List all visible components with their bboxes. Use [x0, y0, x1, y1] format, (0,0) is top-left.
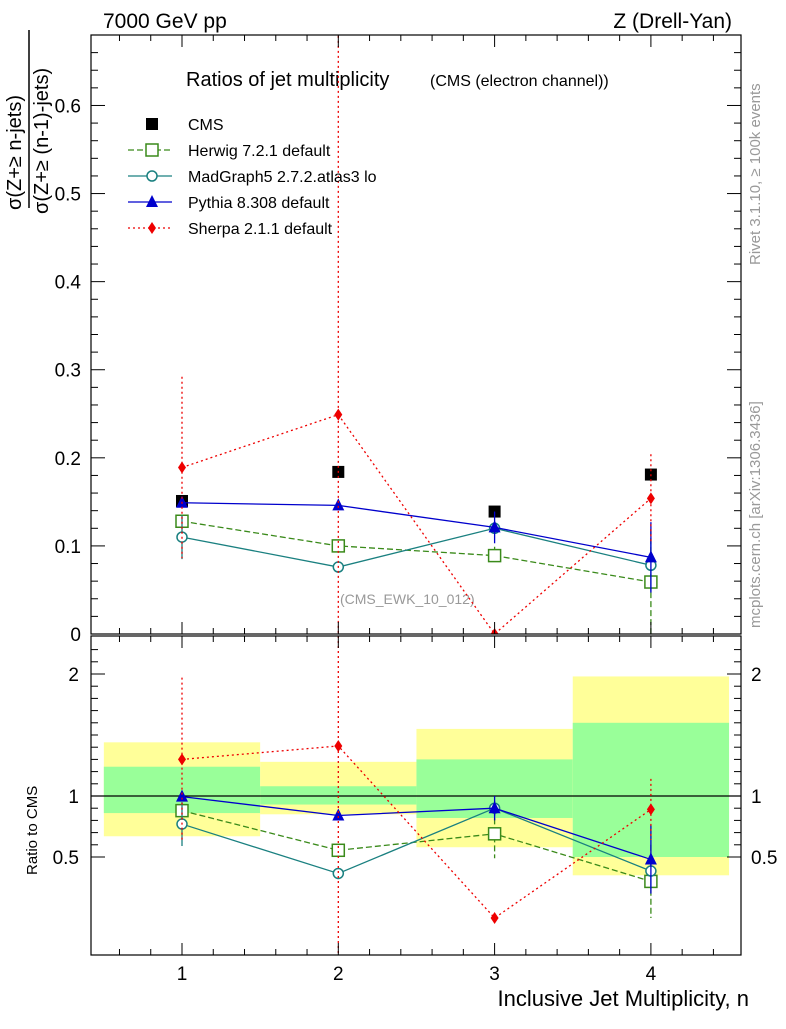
ratio-plot: 0.5 0.5 1 1 2 2 1 2 3 4 Ratio to CMS Inclusive Je…: [24, 635, 777, 1011]
legend-entry-sherpa: Sherpa 2.1.1 default: [128, 221, 333, 238]
main-chart-subtitle: (CMS (electron channel)): [430, 73, 609, 90]
main-y-tick-label: 0.5: [55, 185, 81, 206]
main-point-pythia: [332, 498, 345, 511]
main-series-herwig: [175, 514, 658, 634]
ratio-y-axis-label: Ratio to CMS: [24, 786, 41, 875]
main-point-herwig: [487, 548, 502, 563]
legend-marker-pythia: [146, 195, 158, 207]
x-tick-label: 1: [177, 964, 188, 985]
ratio-point-sherpa: [646, 803, 655, 816]
ratio-point-pythia: [332, 808, 345, 821]
main-y-tick-label: 0.2: [55, 449, 81, 470]
ratio-point-pythia: [644, 852, 657, 865]
ratio-y-tick-label: 2: [68, 665, 79, 686]
main-point-pythia: [488, 520, 501, 533]
ratio-axes: 0.5 0.5 1 1 2 2 1 2 3 4: [53, 635, 777, 985]
y-label-denominator: σ(Z+≥ (n-1)-jets): [31, 68, 53, 214]
main-y-axis-label: σ(Z+≥ n-jets) σ(Z+≥ (n-1)-jets): [4, 30, 53, 214]
rivet-side-label: Rivet 3.1.10, ≥ 100k events: [747, 83, 764, 265]
main-line-madgraph: [181, 527, 652, 568]
main-series-pythia: [176, 495, 657, 593]
mcplots-side-label: mcplots.cern.ch [arXiv:1306.3436]: [747, 401, 764, 628]
legend: CMS Herwig 7.2.1 default MadGraph5 2.7.2.a…: [128, 117, 377, 238]
main-series-sherpa: [178, 35, 655, 634]
ratio-point-madgraph: [332, 867, 345, 880]
legend-entry-pythia: Pythia 8.308 default: [128, 195, 330, 212]
ratio-point-sherpa: [334, 739, 343, 752]
main-point-sherpa: [334, 408, 343, 421]
x-axis-label: Inclusive Jet Multiplicity, n: [498, 986, 749, 1011]
analysis-watermark: (CMS_EWK_10_012): [340, 591, 475, 607]
ratio-band-green: [260, 786, 417, 805]
main-point-sherpa: [646, 492, 655, 505]
ratio-point-pythia: [176, 789, 188, 802]
legend-label-madgraph: MadGraph5 2.7.2.atlas3 lo: [188, 169, 377, 186]
header-left-label: 7000 GeV pp: [103, 10, 227, 33]
legend-label-herwig: Herwig 7.2.1 default: [188, 143, 331, 160]
legend-label-cms: CMS: [188, 117, 224, 134]
ratio-point-sherpa: [490, 912, 499, 924]
ratio-y-tick-label-right: 0.5: [751, 848, 777, 869]
y-label-numerator: σ(Z+≥ n-jets): [4, 95, 26, 210]
ratio-y-tick-label: 0.5: [53, 848, 79, 869]
legend-label-pythia: Pythia 8.308 default: [188, 195, 330, 212]
x-tick-label: 4: [646, 964, 657, 985]
main-y-tick-label: 0: [70, 625, 81, 646]
ratio-y-tick-label-right: 2: [751, 665, 762, 686]
ratio-y-tick-label: 1: [68, 787, 79, 808]
legend-label-sherpa: Sherpa 2.1.1 default: [188, 221, 333, 238]
ratio-series-pythia: [176, 789, 657, 894]
legend-entry-cms: CMS: [146, 117, 224, 134]
legend-entry-madgraph: MadGraph5 2.7.2.atlas3 lo: [128, 169, 377, 186]
ratio-series: [175, 636, 658, 955]
main-axes: 0 0.1 0.2 0.3 0.4 0.5 0.6: [55, 34, 742, 646]
legend-entry-herwig: Herwig 7.2.1 default: [128, 143, 331, 160]
x-tick-label: 3: [489, 964, 500, 985]
ratio-bands: [103, 676, 730, 876]
main-series-cms: [176, 465, 657, 518]
main-line-herwig: [181, 520, 652, 583]
main-point-pythia: [644, 550, 657, 563]
ratio-line-madgraph: [181, 807, 652, 875]
main-y-tick-label: 0.6: [55, 96, 81, 117]
main-y-tick-label: 0.4: [55, 273, 82, 294]
main-chart-title: Ratios of jet multiplicity: [186, 69, 389, 91]
ratio-point-sherpa: [178, 753, 186, 766]
ratio-y-tick-label-right: 1: [751, 787, 762, 808]
main-series-madgraph: [176, 515, 657, 592]
legend-marker-cms: [146, 118, 158, 130]
ratio-point-pythia: [488, 801, 501, 814]
legend-marker-madgraph: [146, 170, 158, 182]
legend-marker-herwig: [145, 143, 159, 157]
ratio-point-herwig: [487, 827, 502, 841]
ratio-series-sherpa: [178, 636, 655, 955]
main-point-sherpa: [178, 461, 186, 474]
main-y-tick-label: 0.1: [55, 537, 81, 558]
header-right-label: Z (Drell-Yan): [613, 10, 732, 33]
main-point-pythia: [176, 495, 188, 508]
main-line-pythia: [181, 502, 652, 559]
main-y-tick-label: 0.3: [55, 361, 81, 382]
ratio-line-pythia: [181, 795, 652, 861]
main-series: [175, 35, 658, 634]
legend-marker-sherpa: [148, 222, 156, 234]
main-plot: Ratios of jet multiplicity (CMS (electro…: [55, 34, 742, 646]
x-tick-label: 2: [333, 964, 344, 985]
ratio-line-herwig: [181, 810, 652, 883]
